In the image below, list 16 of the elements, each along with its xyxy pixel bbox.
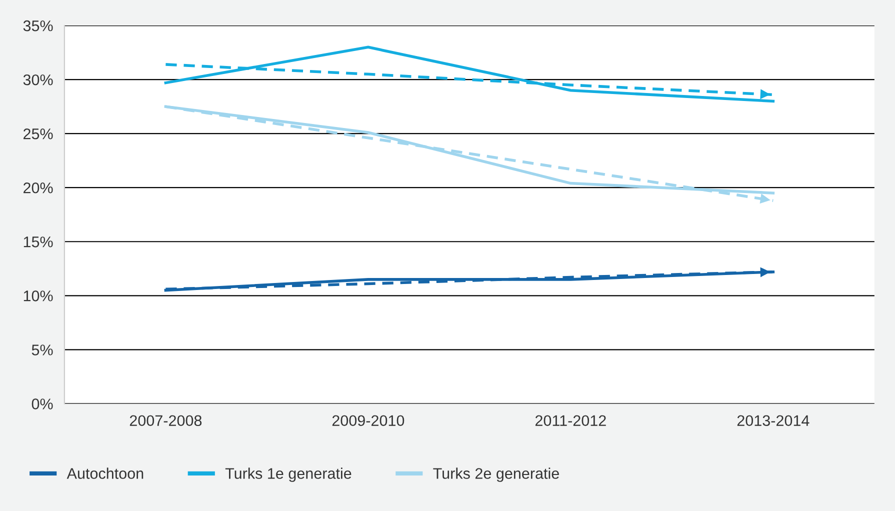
y-tick-label: 10% bbox=[24, 290, 53, 302]
y-tick-label: 35% bbox=[23, 20, 53, 32]
legend-label: Turks 2e generatie bbox=[433, 468, 559, 482]
y-tick-label: 25% bbox=[24, 128, 53, 140]
y-tick-label: 15% bbox=[24, 236, 53, 248]
x-tick-label: 2009-2010 bbox=[332, 415, 404, 426]
y-tick-label: 20% bbox=[24, 182, 53, 194]
x-tick-label: 2013-2014 bbox=[737, 415, 810, 426]
x-tick-label: 2011-2012 bbox=[535, 415, 606, 426]
y-tick-label: 0% bbox=[32, 398, 53, 410]
y-tick-label: 5% bbox=[32, 344, 53, 356]
line-series bbox=[164, 46, 775, 103]
legend-label: Turks 1e generatie bbox=[225, 468, 352, 482]
y-tick-label: 30% bbox=[23, 74, 53, 86]
legend-label: Autochtoon bbox=[66, 468, 144, 479]
x-tick-label: 2007-2008 bbox=[130, 415, 202, 426]
